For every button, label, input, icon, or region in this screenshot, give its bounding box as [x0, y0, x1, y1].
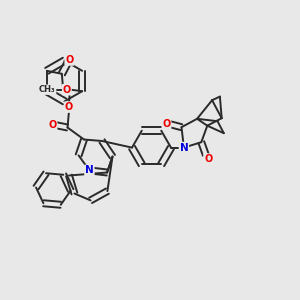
- Text: O: O: [65, 55, 74, 65]
- Text: CH₃: CH₃: [39, 85, 56, 94]
- Text: N: N: [85, 165, 94, 176]
- Text: N: N: [179, 142, 188, 153]
- Text: O: O: [48, 120, 57, 130]
- Text: O: O: [204, 154, 212, 164]
- Text: O: O: [65, 102, 73, 112]
- Text: O: O: [162, 118, 171, 129]
- Text: O: O: [63, 85, 71, 95]
